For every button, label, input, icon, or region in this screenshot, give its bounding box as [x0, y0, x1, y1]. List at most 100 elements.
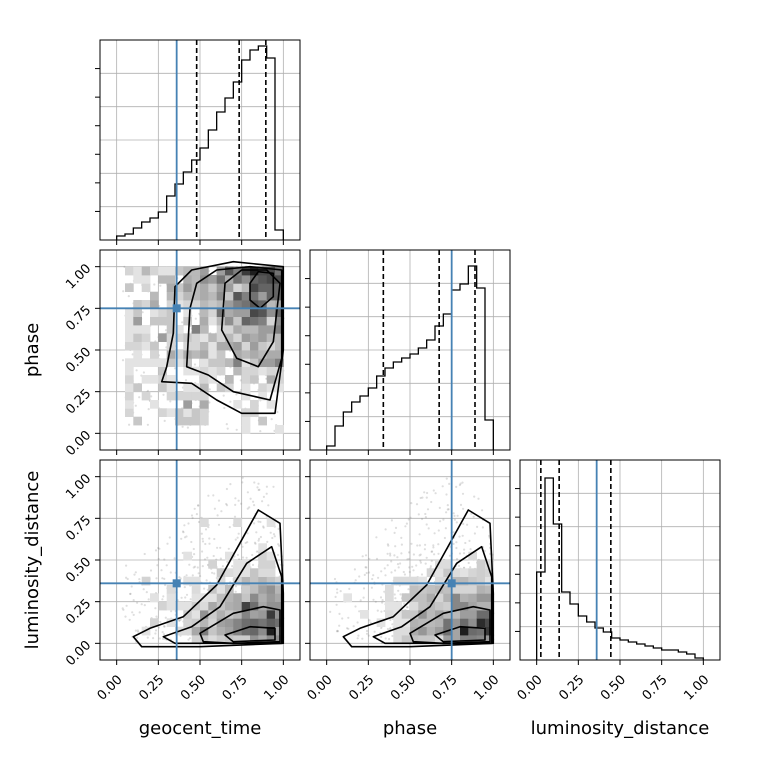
scatter-point-luminosity-distance-vs-phase-125	[338, 612, 341, 616]
density-cell-luminosity-distance-vs-geocent-time-14-9	[233, 560, 242, 569]
scatter-point-luminosity-distance-vs-geocent-time-397	[258, 488, 261, 491]
density-cell-phase-vs-geocent-time-19-13	[275, 316, 284, 326]
density-cell-phase-vs-geocent-time-2-1	[133, 416, 142, 426]
density-cell-phase-vs-geocent-time-4-9	[150, 350, 159, 359]
scatter-point-luminosity-distance-vs-geocent-time-616	[157, 546, 160, 550]
density-cell-luminosity-distance-vs-phase-16-2	[460, 618, 469, 627]
scatter-point-luminosity-distance-vs-phase-492	[376, 609, 379, 612]
density-cell-luminosity-distance-vs-phase-18-8	[476, 568, 486, 577]
scatter-point-luminosity-distance-vs-phase-1291	[403, 573, 406, 576]
scatter-point-luminosity-distance-vs-geocent-time-489	[236, 536, 239, 539]
scatter-point-luminosity-distance-vs-geocent-time-36	[220, 510, 223, 513]
density-cell-luminosity-distance-vs-geocent-time-6-5	[166, 593, 176, 602]
density-cell-phase-vs-geocent-time-1-14	[125, 308, 134, 317]
density-cell-phase-vs-geocent-time-2-19	[133, 266, 142, 276]
scatter-point-luminosity-distance-vs-phase-1123	[334, 595, 337, 599]
scatter-point-luminosity-distance-vs-geocent-time-1266	[208, 537, 211, 540]
density-cell-phase-vs-geocent-time-10-14	[200, 308, 209, 317]
scatter-point-luminosity-distance-vs-geocent-time-919	[219, 546, 222, 549]
density-cell-phase-vs-geocent-time-7-9	[175, 350, 184, 359]
scatter-point-phase-vs-geocent-time-639	[131, 353, 134, 356]
scatter-point-luminosity-distance-vs-geocent-time-817	[201, 550, 204, 553]
density-cell-phase-vs-geocent-time-17-12	[258, 325, 267, 334]
scatter-point-luminosity-distance-vs-geocent-time-521	[162, 637, 165, 641]
scatter-point-phase-vs-geocent-time-1324	[141, 311, 144, 314]
scatter-point-luminosity-distance-vs-phase-547	[335, 603, 338, 606]
scatter-point-luminosity-distance-vs-geocent-time-10	[213, 537, 216, 541]
density-cell-phase-vs-geocent-time-18-8	[266, 358, 276, 367]
scatter-point-luminosity-distance-vs-geocent-time-741	[234, 503, 237, 506]
scatter-point-luminosity-distance-vs-phase-86	[388, 637, 391, 641]
scatter-point-luminosity-distance-vs-geocent-time-1129	[201, 540, 205, 543]
density-cell-luminosity-distance-vs-geocent-time-15-5	[241, 593, 251, 602]
scatter-point-luminosity-distance-vs-phase-679	[394, 545, 397, 548]
scatter-point-luminosity-distance-vs-geocent-time-277	[257, 520, 260, 523]
density-cell-luminosity-distance-vs-geocent-time-17-2	[258, 618, 267, 627]
scatter-point-luminosity-distance-vs-phase-650	[384, 528, 387, 531]
density-cell-luminosity-distance-vs-phase-14-2	[443, 618, 452, 627]
density-cell-phase-vs-geocent-time-3-15	[141, 300, 151, 309]
scatter-point-luminosity-distance-vs-phase-1011	[368, 571, 371, 574]
scatter-point-luminosity-distance-vs-phase-519	[433, 532, 436, 535]
density-cell-phase-vs-geocent-time-6-6	[166, 375, 176, 384]
density-cell-phase-vs-geocent-time-8-16	[183, 291, 192, 301]
scatter-point-luminosity-distance-vs-phase-1007	[431, 550, 434, 553]
scatter-point-luminosity-distance-vs-geocent-time-48	[180, 537, 183, 540]
scatter-point-luminosity-distance-vs-phase-1373	[377, 576, 380, 579]
density-cell-luminosity-distance-vs-geocent-time-17-3	[258, 610, 267, 619]
density-cell-phase-vs-geocent-time-9-1	[191, 416, 201, 426]
density-cell-luminosity-distance-vs-phase-8-3	[393, 610, 402, 619]
density-cell-phase-vs-geocent-time-11-8	[208, 358, 217, 367]
density-cell-phase-vs-geocent-time-16-12	[250, 325, 259, 334]
density-cell-phase-vs-geocent-time-1-2	[125, 408, 134, 417]
density-cell-luminosity-distance-vs-geocent-time-16-3	[250, 610, 259, 619]
density-cell-luminosity-distance-vs-geocent-time-14-2	[233, 618, 242, 627]
scatter-point-luminosity-distance-vs-geocent-time-286	[261, 500, 264, 503]
scatter-point-luminosity-distance-vs-phase-1077	[427, 527, 430, 530]
scatter-point-luminosity-distance-vs-geocent-time-319	[149, 569, 153, 572]
scatter-point-luminosity-distance-vs-geocent-time-564	[163, 577, 166, 581]
scatter-point-luminosity-distance-vs-geocent-time-492	[154, 632, 157, 635]
scatter-point-phase-vs-geocent-time-874	[138, 396, 141, 399]
scatter-point-luminosity-distance-vs-phase-1226	[348, 587, 351, 591]
scatter-point-luminosity-distance-vs-geocent-time-229	[196, 566, 199, 569]
density-cell-phase-vs-geocent-time-7-11	[175, 333, 184, 342]
scatter-point-luminosity-distance-vs-phase-425	[437, 552, 440, 555]
panel-phase-vs-geocent-time: 0.000.250.500.751.00	[63, 249, 301, 459]
scatter-point-luminosity-distance-vs-geocent-time-298	[213, 572, 216, 575]
density-cell-phase-vs-geocent-time-19-16	[275, 291, 284, 301]
scatter-point-luminosity-distance-vs-phase-1209	[438, 506, 441, 509]
scatter-point-luminosity-distance-vs-phase-301	[469, 566, 472, 569]
scatter-point-luminosity-distance-vs-geocent-time-705	[278, 544, 281, 547]
scatter-point-luminosity-distance-vs-geocent-time-1065	[242, 556, 245, 559]
density-cell-phase-vs-geocent-time-13-11	[225, 333, 234, 342]
scatter-point-luminosity-distance-vs-phase-177	[391, 634, 394, 638]
scatter-point-luminosity-distance-vs-geocent-time-1114	[182, 531, 185, 534]
density-cell-phase-vs-geocent-time-15-19	[241, 266, 251, 276]
scatter-point-luminosity-distance-vs-geocent-time-633	[204, 542, 207, 546]
scatter-point-phase-vs-geocent-time-779	[222, 394, 225, 397]
scatter-point-luminosity-distance-vs-phase-952	[462, 522, 465, 526]
density-cell-phase-vs-geocent-time-17-17	[258, 283, 267, 292]
density-cell-luminosity-distance-vs-phase-14-4	[443, 601, 452, 611]
scatter-point-luminosity-distance-vs-geocent-time-136	[183, 586, 186, 589]
density-cell-phase-vs-geocent-time-9-4	[191, 391, 201, 401]
density-cell-phase-vs-geocent-time-14-8	[233, 358, 242, 367]
scatter-point-phase-vs-geocent-time-689	[186, 426, 189, 429]
density-cell-luminosity-distance-vs-phase-16-3	[460, 610, 469, 619]
density-cell-luminosity-distance-vs-geocent-time-18-6	[266, 585, 276, 594]
scatter-point-luminosity-distance-vs-phase-1008	[433, 553, 436, 556]
scatter-point-luminosity-distance-vs-geocent-time-259	[126, 577, 129, 581]
scatter-point-phase-vs-geocent-time-1031	[208, 388, 211, 391]
scatter-point-luminosity-distance-vs-geocent-time-991	[246, 541, 249, 544]
scatter-point-phase-vs-geocent-time-388	[121, 359, 125, 362]
scatter-point-luminosity-distance-vs-geocent-time-98	[169, 571, 172, 574]
scatter-point-luminosity-distance-vs-geocent-time-576	[161, 598, 164, 601]
density-cell-phase-vs-geocent-time-15-5	[241, 383, 251, 392]
scatter-point-luminosity-distance-vs-geocent-time-1159	[234, 585, 237, 588]
density-cell-phase-vs-geocent-time-8-3	[183, 400, 192, 409]
density-cell-phase-vs-geocent-time-1-10	[125, 341, 134, 351]
density-cell-phase-vs-geocent-time-11-10	[208, 341, 217, 351]
scatter-point-luminosity-distance-vs-geocent-time-1187	[246, 491, 249, 494]
density-cell-phase-vs-geocent-time-3-11	[141, 333, 151, 342]
